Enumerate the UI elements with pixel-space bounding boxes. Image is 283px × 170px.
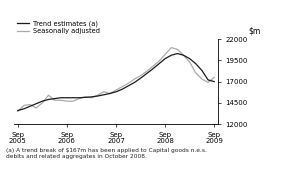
- Trend estimates (a): [96, 95, 99, 97]
- Seasonally adjusted: [145, 70, 148, 72]
- Seasonally adjusted: [121, 86, 124, 88]
- Trend estimates (a): [157, 63, 161, 65]
- Seasonally adjusted: [16, 110, 20, 112]
- Seasonally adjusted: [78, 98, 81, 100]
- Seasonally adjusted: [22, 104, 26, 106]
- Seasonally adjusted: [84, 96, 87, 98]
- Seasonally adjusted: [108, 92, 112, 95]
- Trend estimates (a): [170, 54, 173, 56]
- Trend estimates (a): [90, 96, 93, 98]
- Seasonally adjusted: [28, 104, 32, 106]
- Text: (a) A trend break of $167m has been applied to Capital goods n.e.s.
debits and r: (a) A trend break of $167m has been appl…: [6, 148, 207, 159]
- Trend estimates (a): [151, 68, 155, 70]
- Trend estimates (a): [16, 109, 20, 112]
- Trend estimates (a): [206, 79, 210, 81]
- Trend estimates (a): [163, 58, 167, 60]
- Seasonally adjusted: [65, 100, 69, 102]
- Trend estimates (a): [145, 72, 148, 74]
- Seasonally adjusted: [114, 89, 118, 91]
- Trend estimates (a): [102, 94, 106, 96]
- Seasonally adjusted: [213, 76, 216, 78]
- Legend: Trend estimates (a), Seasonally adjusted: Trend estimates (a), Seasonally adjusted: [18, 21, 100, 34]
- Trend estimates (a): [65, 97, 69, 99]
- Trend estimates (a): [71, 97, 75, 99]
- Trend estimates (a): [200, 70, 204, 72]
- Seasonally adjusted: [200, 78, 204, 80]
- Trend estimates (a): [176, 53, 179, 55]
- Seasonally adjusted: [163, 53, 167, 55]
- Seasonally adjusted: [206, 81, 210, 83]
- Seasonally adjusted: [188, 61, 191, 63]
- Trend estimates (a): [47, 98, 50, 100]
- Seasonally adjusted: [96, 94, 99, 96]
- Seasonally adjusted: [133, 78, 136, 80]
- Seasonally adjusted: [41, 102, 44, 104]
- Trend estimates (a): [114, 91, 118, 93]
- Text: $m: $m: [248, 27, 261, 36]
- Seasonally adjusted: [71, 100, 75, 102]
- Seasonally adjusted: [170, 47, 173, 49]
- Trend estimates (a): [84, 96, 87, 98]
- Seasonally adjusted: [90, 97, 93, 99]
- Trend estimates (a): [53, 98, 56, 100]
- Trend estimates (a): [78, 97, 81, 99]
- Trend estimates (a): [127, 85, 130, 87]
- Seasonally adjusted: [59, 99, 63, 101]
- Trend estimates (a): [28, 105, 32, 107]
- Seasonally adjusted: [102, 91, 106, 93]
- Trend estimates (a): [22, 108, 26, 110]
- Seasonally adjusted: [127, 82, 130, 84]
- Seasonally adjusted: [53, 99, 56, 101]
- Line: Seasonally adjusted: Seasonally adjusted: [18, 48, 214, 111]
- Trend estimates (a): [108, 92, 112, 95]
- Trend estimates (a): [194, 63, 198, 65]
- Seasonally adjusted: [157, 60, 161, 62]
- Trend estimates (a): [139, 77, 142, 79]
- Trend estimates (a): [59, 97, 63, 99]
- Trend estimates (a): [188, 58, 191, 60]
- Trend estimates (a): [41, 100, 44, 102]
- Seasonally adjusted: [151, 65, 155, 67]
- Trend estimates (a): [35, 103, 38, 105]
- Trend estimates (a): [213, 81, 216, 83]
- Line: Trend estimates (a): Trend estimates (a): [18, 54, 214, 110]
- Trend estimates (a): [182, 54, 185, 56]
- Trend estimates (a): [121, 88, 124, 90]
- Seasonally adjusted: [47, 94, 50, 96]
- Seasonally adjusted: [35, 107, 38, 109]
- Seasonally adjusted: [139, 75, 142, 77]
- Seasonally adjusted: [194, 72, 198, 74]
- Seasonally adjusted: [182, 54, 185, 56]
- Seasonally adjusted: [176, 48, 179, 50]
- Trend estimates (a): [133, 81, 136, 83]
